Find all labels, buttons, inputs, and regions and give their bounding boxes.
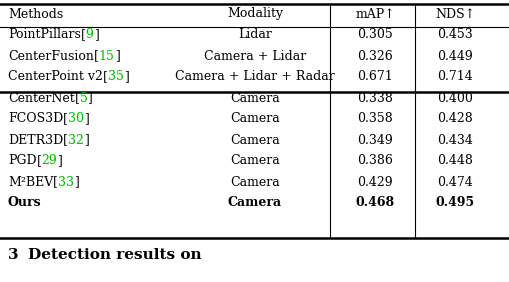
Text: 0.468: 0.468 [355, 197, 394, 210]
Text: ]: ] [74, 175, 79, 188]
Text: CenterNet: CenterNet [8, 91, 75, 105]
Text: NDS↑: NDS↑ [434, 8, 474, 21]
Text: ]: ] [115, 50, 119, 63]
Text: 0.338: 0.338 [356, 91, 392, 105]
Text: 0.714: 0.714 [436, 70, 472, 83]
Text: Camera: Camera [230, 91, 279, 105]
Text: [: [ [81, 28, 86, 41]
Text: 30: 30 [68, 113, 84, 125]
Text: Camera: Camera [230, 113, 279, 125]
Text: [: [ [37, 155, 41, 168]
Text: Camera + Lidar: Camera + Lidar [204, 50, 305, 63]
Text: 0.400: 0.400 [436, 91, 472, 105]
Text: 0.434: 0.434 [436, 133, 472, 147]
Text: [: [ [63, 113, 68, 125]
Text: 15: 15 [99, 50, 115, 63]
Text: 29: 29 [41, 155, 57, 168]
Text: [: [ [75, 91, 79, 105]
Text: Camera: Camera [228, 197, 281, 210]
Text: 0.326: 0.326 [356, 50, 392, 63]
Text: 0.305: 0.305 [356, 28, 392, 41]
Text: ]: ] [88, 91, 92, 105]
Text: 0.495: 0.495 [435, 197, 474, 210]
Text: 0.358: 0.358 [356, 113, 392, 125]
Text: CenterFusion: CenterFusion [8, 50, 94, 63]
Text: 33: 33 [58, 175, 74, 188]
Text: Methods: Methods [8, 8, 63, 21]
Text: 0.386: 0.386 [356, 155, 392, 168]
Text: Camera: Camera [230, 155, 279, 168]
Text: 35: 35 [107, 70, 123, 83]
Text: Modality: Modality [227, 8, 282, 21]
Text: ]: ] [123, 70, 128, 83]
Text: ]: ] [94, 28, 98, 41]
Text: Lidar: Lidar [238, 28, 271, 41]
Text: DETR3D: DETR3D [8, 133, 63, 147]
Text: CenterPoint v2: CenterPoint v2 [8, 70, 103, 83]
Text: 0.474: 0.474 [436, 175, 472, 188]
Text: 5: 5 [79, 91, 88, 105]
Text: PGD: PGD [8, 155, 37, 168]
Text: Detection results on: Detection results on [28, 248, 201, 262]
Text: 32: 32 [68, 133, 84, 147]
Text: [: [ [103, 70, 107, 83]
Text: [: [ [94, 50, 99, 63]
Text: Camera: Camera [230, 133, 279, 147]
Text: PointPillars: PointPillars [8, 28, 81, 41]
Text: 0.428: 0.428 [436, 113, 472, 125]
Text: ]: ] [84, 113, 89, 125]
Text: 3: 3 [8, 248, 19, 262]
Text: 0.349: 0.349 [356, 133, 392, 147]
Text: 0.671: 0.671 [356, 70, 392, 83]
Text: 0.449: 0.449 [436, 50, 472, 63]
Text: 9: 9 [86, 28, 94, 41]
Text: 0.453: 0.453 [436, 28, 472, 41]
Text: Camera + Lidar + Radar: Camera + Lidar + Radar [175, 70, 334, 83]
Text: ]: ] [57, 155, 62, 168]
Text: ]: ] [84, 133, 89, 147]
Text: Camera: Camera [230, 175, 279, 188]
Text: 0.429: 0.429 [356, 175, 392, 188]
Text: Ours: Ours [8, 197, 42, 210]
Text: FCOS3D: FCOS3D [8, 113, 63, 125]
Text: M²BEV: M²BEV [8, 175, 53, 188]
Text: mAP↑: mAP↑ [354, 8, 394, 21]
Text: [: [ [63, 133, 68, 147]
Text: 0.448: 0.448 [436, 155, 472, 168]
Text: [: [ [53, 175, 58, 188]
